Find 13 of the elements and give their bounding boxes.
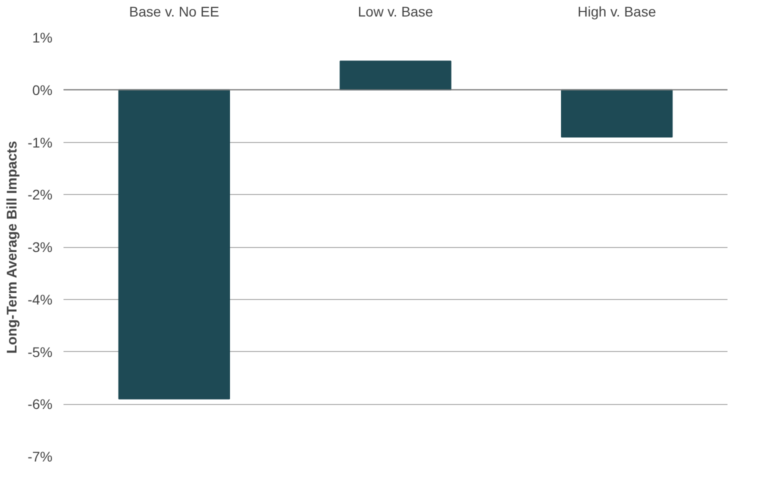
y-tick-label: -3% (28, 239, 53, 255)
y-tick-label: -5% (28, 344, 53, 360)
y-tick-label: -7% (28, 448, 53, 464)
x-tick-label: Base v. No EE (129, 4, 220, 20)
x-tick-label: Low v. Base (358, 4, 434, 20)
y-tick-label: 1% (32, 30, 52, 46)
y-tick-label: -2% (28, 186, 53, 203)
y-tick-label: 0% (32, 82, 52, 98)
y-tick-label: -6% (28, 396, 53, 412)
x-tick-label: High v. Base (578, 4, 656, 20)
y-axis-title: Long-Term Average Bill Impacts (4, 140, 20, 354)
y-tick-label: -1% (28, 134, 53, 150)
y-tick-label: -4% (28, 291, 53, 308)
